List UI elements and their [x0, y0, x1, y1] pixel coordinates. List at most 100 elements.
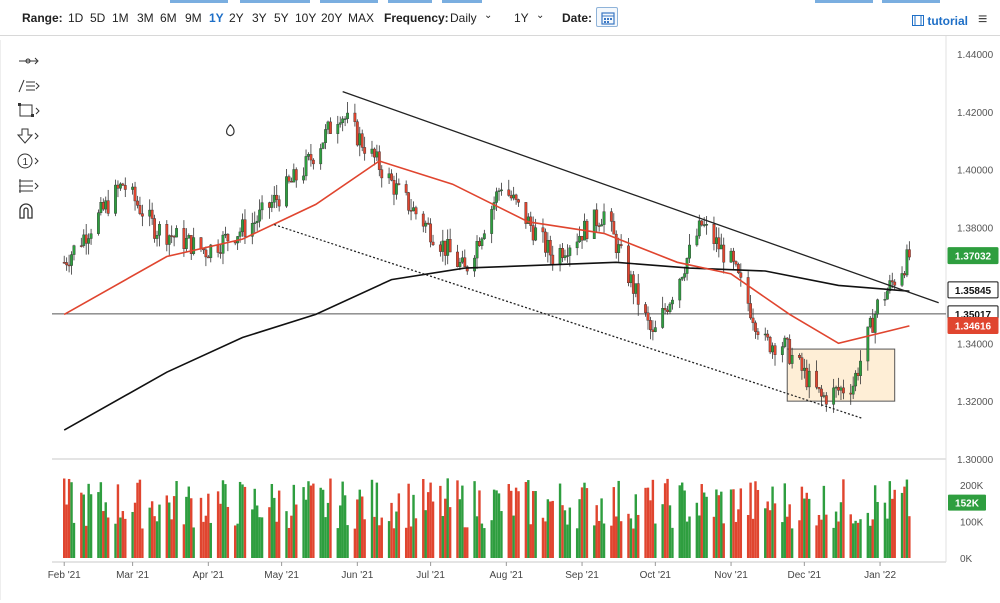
shapes-icon[interactable] — [14, 100, 42, 122]
x-axis-label: Sep '21 — [565, 570, 599, 581]
range-3y[interactable]: 3Y — [252, 11, 267, 25]
candle — [219, 252, 222, 254]
range-max[interactable]: MAX — [348, 11, 375, 25]
volume-tick-label: 0K — [960, 554, 973, 565]
volume-bar — [87, 483, 90, 558]
volume-bar — [495, 490, 498, 558]
candle — [631, 274, 635, 294]
descending-trendline[interactable] — [342, 90, 939, 304]
range-5y[interactable]: 5Y — [274, 11, 289, 25]
range-3m[interactable]: 3M — [137, 11, 154, 25]
fibonacci-icon[interactable] — [14, 175, 42, 197]
candle — [375, 151, 379, 158]
price-tick-label: 1.30000 — [957, 455, 994, 466]
menu-icon[interactable]: ≡ — [978, 11, 988, 28]
range-20y[interactable]: 20Y — [321, 11, 343, 25]
volume-bar — [629, 518, 633, 558]
volume-bar — [404, 527, 408, 558]
candle — [509, 195, 513, 199]
volume-bar — [326, 502, 330, 558]
left-border — [0, 40, 1, 600]
volume-bar — [549, 501, 552, 558]
candle — [123, 185, 127, 190]
moving-average-slow[interactable] — [63, 261, 910, 431]
candle — [548, 240, 552, 256]
support-trendline-dotted[interactable] — [274, 224, 864, 420]
candle — [397, 183, 401, 185]
range-5d[interactable]: 5D — [90, 11, 106, 25]
volume-bar — [463, 527, 467, 558]
volume-bar — [356, 499, 359, 558]
volume-bar — [832, 527, 835, 558]
volume-bar — [97, 492, 100, 558]
volume-bar — [380, 517, 383, 558]
magnet-icon[interactable] — [14, 200, 42, 222]
arrow-icon[interactable] — [14, 125, 42, 147]
candle — [294, 169, 298, 181]
candle — [338, 122, 342, 125]
frequency-select[interactable]: Daily — [450, 11, 477, 25]
candle — [426, 222, 430, 225]
range-2y[interactable]: 2Y — [229, 11, 244, 25]
volume-bar — [114, 523, 117, 558]
calendar-button[interactable] — [596, 7, 618, 27]
volume-bar — [541, 517, 545, 558]
frequency-chevron-icon[interactable]: ⌄ — [484, 10, 493, 21]
range-1y[interactable]: 1Y — [209, 11, 224, 25]
candle — [780, 346, 784, 355]
volume-bar — [138, 479, 142, 558]
event-flame-icon[interactable] — [225, 123, 235, 137]
candle — [84, 234, 88, 244]
candle — [267, 202, 271, 208]
volume-bar — [737, 509, 740, 558]
candle — [678, 278, 682, 301]
range-1m[interactable]: 1M — [112, 11, 129, 25]
candle — [424, 222, 428, 227]
candle — [463, 257, 467, 267]
volume-bar — [580, 487, 584, 558]
draw-lines-icon[interactable] — [14, 75, 42, 97]
moving-average-fast[interactable] — [63, 160, 910, 345]
range-1d[interactable]: 1D — [68, 11, 84, 25]
range-9m[interactable]: 9M — [185, 11, 202, 25]
candle — [62, 262, 66, 264]
candle — [116, 184, 120, 189]
volume-bar — [182, 524, 186, 558]
candle — [441, 240, 445, 252]
candle — [541, 227, 545, 233]
tutorial-link[interactable]: tutorial — [912, 14, 968, 28]
volume-bar — [187, 486, 190, 558]
volume-bar — [771, 486, 774, 558]
candle — [209, 244, 213, 258]
candle — [663, 308, 667, 311]
volume-bar — [295, 504, 298, 558]
frequency-label: Frequency: — [384, 11, 449, 25]
candle — [289, 181, 293, 183]
volume-bar — [734, 521, 738, 558]
price-chart[interactable]: 1.440001.420001.400001.380001.360001.340… — [0, 36, 1000, 603]
candle — [534, 227, 538, 241]
period-select[interactable]: 1Y — [514, 11, 529, 25]
volume-bar — [119, 517, 122, 558]
volume-bar — [341, 481, 344, 558]
candle — [512, 194, 516, 199]
volume-bar — [329, 478, 332, 558]
volume-bar — [600, 498, 603, 558]
range-6m[interactable]: 6M — [160, 11, 177, 25]
candle — [412, 207, 415, 212]
range-10y[interactable]: 10Y — [295, 11, 317, 25]
volume-bar — [871, 519, 874, 558]
volume-bar — [619, 521, 623, 558]
volume-bar — [851, 523, 855, 558]
candle — [837, 386, 840, 391]
annotation-icon[interactable]: 1 — [14, 150, 42, 172]
period-chevron-icon[interactable]: ⌄ — [536, 10, 545, 21]
volume-bar — [375, 482, 379, 558]
candle — [480, 238, 484, 246]
crosshair-icon[interactable] — [14, 50, 42, 72]
volume-bar — [426, 492, 430, 558]
candle — [478, 241, 481, 246]
candle — [495, 191, 498, 203]
candle — [216, 244, 220, 253]
volume-bar — [900, 492, 904, 558]
